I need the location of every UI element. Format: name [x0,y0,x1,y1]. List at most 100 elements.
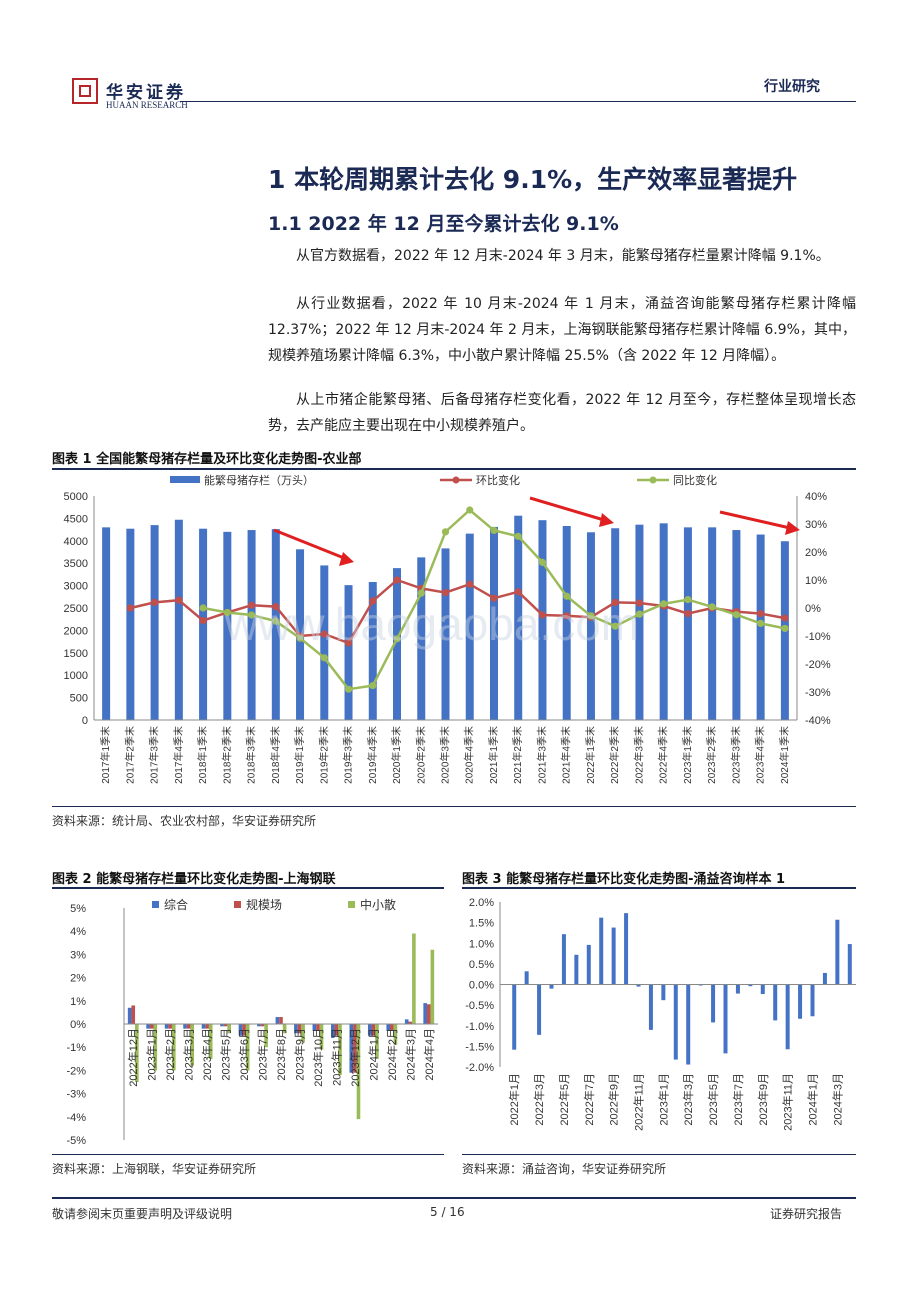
chart2-x-tick: 2023年12月 [348,1028,362,1087]
chart1-mom-point [320,630,328,638]
chart1-bar [562,526,571,720]
chart2-bar [356,1024,361,1120]
chart1-yoy-point [708,603,716,611]
chart3-y-tick: 1.0% [469,938,494,950]
chart2-bar [227,1024,231,1034]
chart1-x-tick: 2018年3季末 [245,726,258,784]
chart1-mom-point [393,576,401,584]
chart3-bar [773,984,778,1021]
figure2-title: 图表 2 能繁母猪存栏量环比变化走势图-上海钢联 [52,872,336,887]
chart1-x-tick: 2021年2季末 [511,726,524,784]
chart1-right-tick: 40% [805,491,827,503]
chart1-bar [247,530,256,720]
chart1-x-tick: 2023年4季末 [754,726,767,784]
chart2-legend-label: 综合 [164,897,188,912]
chart2-bar [238,1024,243,1036]
chart1-mom-point [247,601,256,609]
chart1-bar [659,523,668,720]
chart3-y-tick: 1.5% [469,918,494,930]
chart1-mom-point [635,599,644,607]
chart2-y-tick: -3% [66,1089,86,1101]
chart1-mom-point [151,598,159,606]
brand-name: 华安证券 [106,83,186,103]
figure2-title-rule [52,887,444,889]
chart1-mom-point [538,611,547,619]
chart1-mom-line [130,578,786,645]
chart1-yoy-point [393,635,401,643]
chart1-legend-mom-label: 环比变化 [476,473,520,487]
chart1-bar [708,527,717,720]
chart1-right-tick: -10% [805,631,831,643]
chart3-bar [686,984,691,1065]
chart1-x-tick: 2018年1季末 [196,726,209,784]
chart2-y-tick: 3% [70,949,86,961]
trend-arrow-2 [529,496,614,527]
chart2-bar [164,1024,169,1029]
chart3-x-tick: 2023年1月 [656,1073,670,1126]
page-number: 5 / 16 [430,1205,465,1219]
chart3-x-tick: 2022年5月 [557,1073,571,1126]
chart1-yoy-point [296,634,304,642]
chart2-bar [312,1024,317,1031]
figure1-title-rule [52,468,856,470]
figure1-bottom-rule [52,806,856,807]
chart2-bar [297,1024,302,1034]
chart1-bar [417,557,426,720]
chart1-x-tick: 2019年3季末 [342,726,355,784]
chart1-left-tick: 0 [82,715,88,727]
chart3-x-tick: 2023年3月 [681,1073,695,1126]
chart1-x-tick: 2019年4季末 [366,726,379,784]
chart2-legend-label: 规模场 [246,897,282,912]
chart1-yoy-point [514,532,522,540]
chart3-y-tick: 0.0% [469,980,494,992]
chart3-bar [599,917,604,985]
chart3-x-tick: 2022年9月 [607,1073,621,1126]
chart1-mom-point [126,604,134,612]
chart1-yoy-point [587,612,595,620]
chart1-mom-point [611,598,619,606]
chart2-bar [205,1024,209,1029]
chart2-x-tick: 2023年11月 [329,1028,343,1086]
chart1-bar [489,526,498,720]
chart1-mom-point [563,612,571,620]
chart2-bar [264,1024,268,1048]
chart3-x-tick: 2022年3月 [532,1073,546,1126]
chart2-bar [201,1024,206,1029]
trend-arrow-1 [273,528,354,566]
chart2-x-tick: 2023年4月 [200,1028,214,1081]
chart1-x-tick: 2020年1季末 [390,726,403,784]
chart1-x-tick: 2019年2季末 [317,726,330,784]
chart2-y-tick: -1% [66,1042,86,1054]
chart2-bar [208,1024,213,1059]
chart1-yoy-point [538,558,547,566]
figure3-source: 资料来源：涌益咨询，华安证券研究所 [462,1162,667,1176]
chart1: 0 500 1000 1500 2000 2500 3000 3500 4000 4500 5000… [64,473,831,784]
chart1-left-tick: 1000 [64,670,88,682]
chart1-x-tick: 2023年1季末 [681,726,694,784]
header-divider [180,101,856,102]
chart2-x-tick: 2023年6月 [237,1028,251,1081]
chart1-yoy-point [684,596,692,604]
chart2-y-tick: -5% [66,1135,86,1147]
chart3-bar [624,913,629,985]
chart1-right-tick: -20% [805,659,831,671]
chart1-right-tick: 10% [805,575,827,587]
chart2-legend-swatch [234,901,241,908]
chart3-bar [748,984,753,987]
chart1-x-tick: 2017年4季末 [172,726,185,784]
chart2-bar [282,1024,287,1034]
chart2-bar [331,1024,335,1038]
chart3-y-tick: -1.0% [465,1021,494,1033]
chart2-x-tick: 2023年8月 [274,1028,288,1081]
chart1-lines [126,506,789,693]
chart1-yoy-point [732,611,740,619]
chart1-yoy-point [272,617,280,625]
chart3-x-tick: 2024年1月 [806,1073,820,1126]
chart3-bar [537,984,542,1035]
chart3-bar [760,984,765,994]
chart3-bar [711,984,716,1023]
chart2-bar [412,933,416,1024]
chart3-bar [673,984,678,1060]
footer-disclaimer: 敬请参阅末页重要声明及评级说明 [52,1207,233,1221]
chart2-x-tick: 2024年3月 [403,1028,417,1081]
